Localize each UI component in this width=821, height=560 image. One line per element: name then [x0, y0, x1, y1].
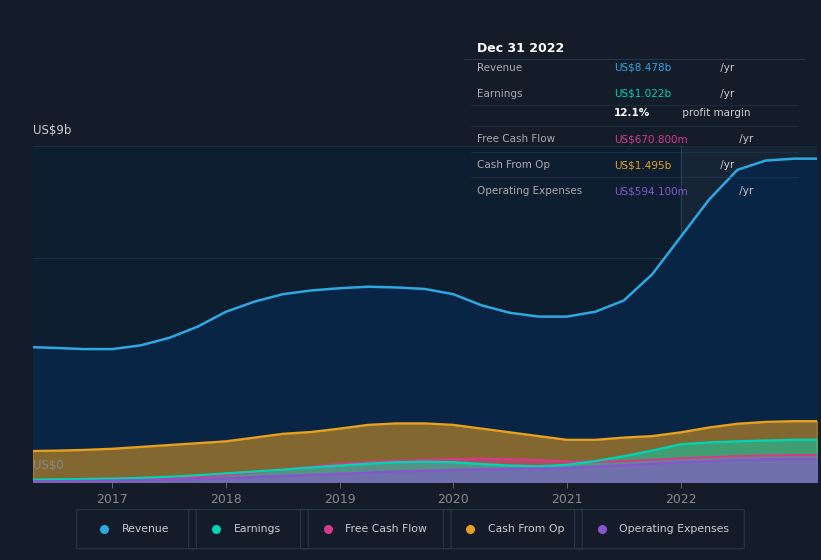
Text: Cash From Op: Cash From Op [488, 524, 565, 534]
Text: US$594.100m: US$594.100m [614, 186, 687, 196]
Text: Operating Expenses: Operating Expenses [478, 186, 583, 196]
Text: US$670.800m: US$670.800m [614, 134, 687, 144]
Text: profit margin: profit margin [678, 109, 750, 119]
Text: 12.1%: 12.1% [614, 109, 650, 119]
Text: US$0: US$0 [33, 459, 63, 472]
Text: Earnings: Earnings [478, 88, 523, 99]
Text: Operating Expenses: Operating Expenses [619, 524, 729, 534]
Text: US$1.022b: US$1.022b [614, 88, 671, 99]
Text: Revenue: Revenue [478, 63, 523, 73]
Text: /yr: /yr [717, 88, 734, 99]
Text: Free Cash Flow: Free Cash Flow [478, 134, 556, 144]
Text: Revenue: Revenue [122, 524, 169, 534]
Text: Cash From Op: Cash From Op [478, 160, 551, 170]
Text: /yr: /yr [736, 134, 753, 144]
Text: US$9b: US$9b [33, 124, 71, 137]
Text: /yr: /yr [736, 186, 753, 196]
Text: /yr: /yr [717, 160, 734, 170]
Text: Earnings: Earnings [233, 524, 281, 534]
Text: US$8.478b: US$8.478b [614, 63, 671, 73]
Text: Free Cash Flow: Free Cash Flow [346, 524, 427, 534]
Text: Dec 31 2022: Dec 31 2022 [478, 42, 565, 55]
Bar [681, 146, 817, 482]
Text: /yr: /yr [717, 63, 734, 73]
Text: US$1.495b: US$1.495b [614, 160, 671, 170]
